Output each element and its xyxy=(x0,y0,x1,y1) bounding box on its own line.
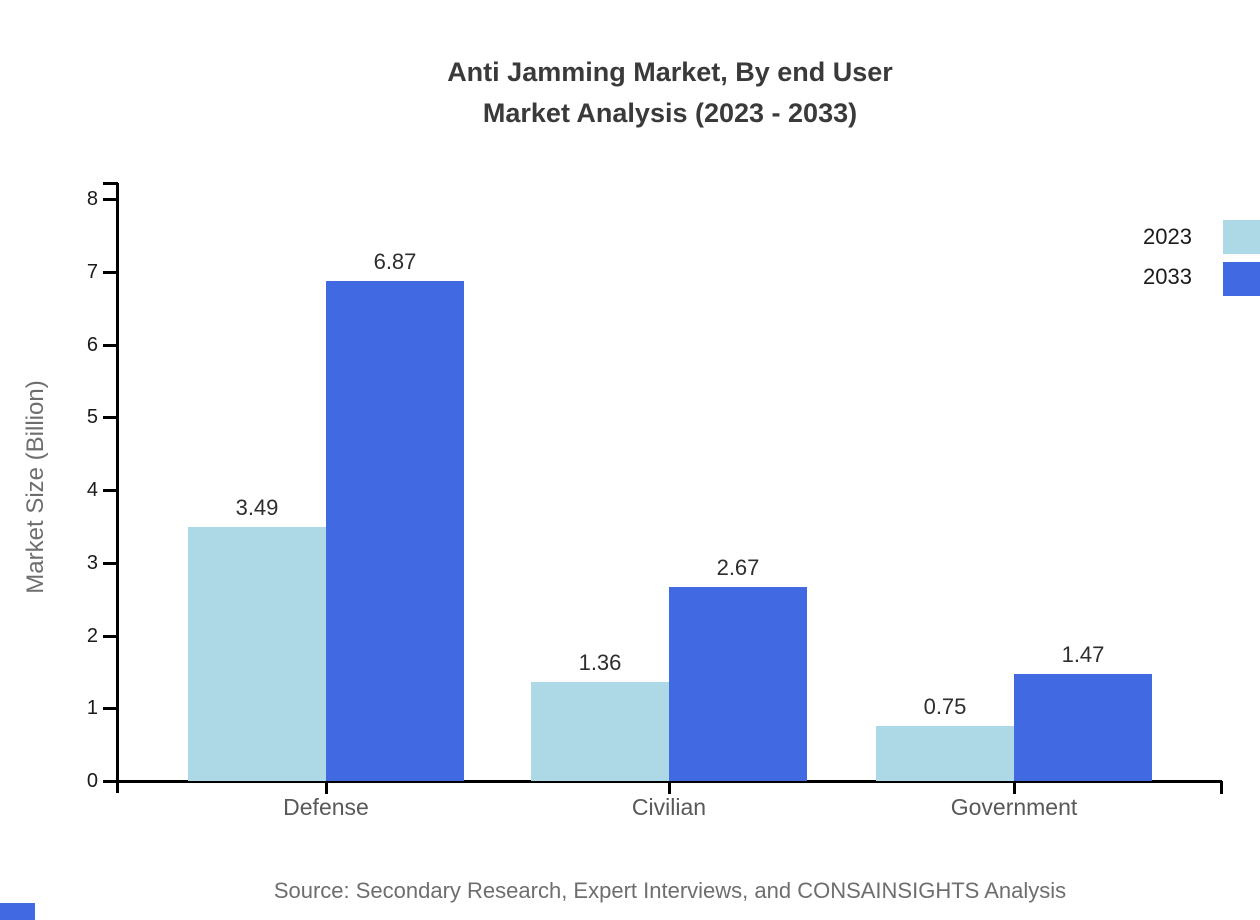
y-tick xyxy=(103,198,118,201)
bar-2033-government xyxy=(1014,674,1152,781)
y-tick-label: 7 xyxy=(86,260,98,283)
legend-label-2023: 2023 xyxy=(1143,224,1192,249)
x-category-label: Civilian xyxy=(631,794,707,820)
legend-swatch-2033 xyxy=(1223,262,1260,296)
y-tick xyxy=(103,416,118,420)
y-tick-label: 3 xyxy=(86,551,98,574)
x-tick xyxy=(1013,782,1016,794)
y-tick-label: 6 xyxy=(86,333,98,356)
bar-value-label: 6.87 xyxy=(373,249,417,275)
legend-label-2033: 2033 xyxy=(1143,264,1192,289)
x-tick xyxy=(325,782,328,794)
y-tick xyxy=(103,561,118,565)
y-tick-label: 8 xyxy=(86,188,98,210)
bar-value-label: 0.75 xyxy=(923,694,967,720)
y-tick xyxy=(103,780,118,783)
chart-title-line2: Market Analysis (2023 - 2033) xyxy=(482,98,858,128)
bar-2033-defense xyxy=(326,281,464,781)
x-axis-line xyxy=(116,780,1222,783)
y-tick-label: 1 xyxy=(86,697,98,720)
bar-2023-government xyxy=(876,726,1014,781)
y-tick xyxy=(103,489,118,492)
x-tick xyxy=(668,782,671,794)
x-category-label: Defense xyxy=(283,794,369,820)
y-tick-label: 4 xyxy=(86,479,98,501)
y-tick xyxy=(103,707,118,711)
chart-title: Anti Jamming Market, By end User Market … xyxy=(80,52,1260,134)
x-category-label: Government xyxy=(950,794,1078,820)
source-note: Source: Secondary Research, Expert Inter… xyxy=(273,878,1067,903)
legend-swatch-2023 xyxy=(1223,220,1260,254)
y-tick-label: 2 xyxy=(86,624,98,647)
bar-2023-defense xyxy=(188,527,326,781)
x-axis-end-tick xyxy=(1220,781,1223,794)
bar-2033-civilian xyxy=(669,586,807,781)
bar-value-label: 3.49 xyxy=(235,495,279,521)
chart-title-line1: Anti Jamming Market, By end User xyxy=(447,57,893,87)
bar-value-label: 2.67 xyxy=(716,554,760,580)
y-axis-end-tick xyxy=(103,182,118,185)
y-tick-label: 0 xyxy=(86,770,98,792)
brand-corner-mark xyxy=(0,903,35,920)
y-tick xyxy=(103,634,118,638)
y-tick-label: 5 xyxy=(86,406,98,429)
y-axis-line xyxy=(116,183,119,793)
bar-2023-civilian xyxy=(531,682,669,781)
y-tick xyxy=(103,343,118,347)
y-tick xyxy=(103,270,118,274)
bar-value-label: 1.36 xyxy=(578,650,622,676)
bar-value-label: 1.47 xyxy=(1061,642,1105,668)
